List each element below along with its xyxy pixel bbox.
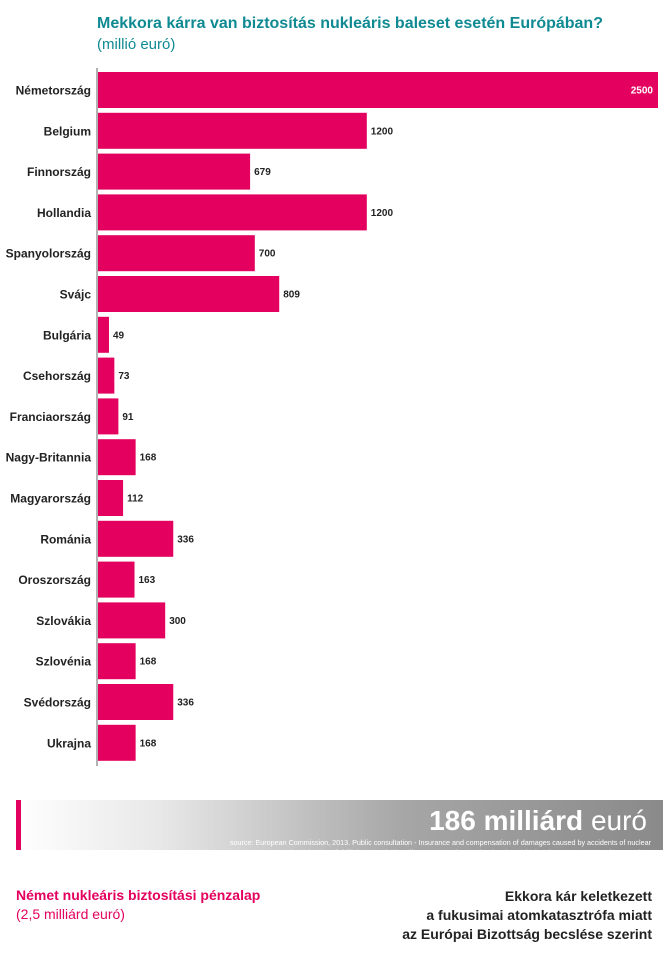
category-label: Franciaország: [10, 410, 91, 424]
value-label: 700: [259, 249, 276, 260]
chart-subtitle: (millió euró): [97, 36, 176, 53]
bar-12: [98, 561, 135, 598]
banner-unit: euró: [590, 805, 647, 836]
value-label: 168: [140, 657, 157, 668]
source-line-2: power plants (nuclear liability). Brusse…: [264, 847, 651, 857]
source-note: source: European Commission, 2013. Publi…: [91, 838, 651, 857]
category-label: Románia: [40, 532, 91, 546]
fukushima-banner: 186 milliárd euró source: European Commi…: [16, 800, 663, 857]
bar-3: [98, 194, 367, 231]
category-label: Csehország: [23, 369, 91, 383]
german-fund-label: Német nukleáris biztosítási pénzalap: [16, 887, 261, 903]
category-label: Finnország: [27, 165, 91, 179]
bar-13: [98, 602, 166, 639]
value-label: 112: [127, 494, 144, 505]
value-label: 679: [254, 167, 271, 178]
bar-chart: Németország 2500 Belgium 1200 Finnország 679 H…: [6, 68, 658, 766]
category-label: Németország: [16, 84, 91, 98]
category-label: Belgium: [44, 124, 91, 138]
bar-11: [98, 520, 174, 557]
banner-amount: 186 milliárd: [429, 805, 584, 836]
source-line-1: source: European Commission, 2013. Publi…: [229, 838, 651, 847]
bar-15: [98, 684, 174, 720]
category-label: Magyarország: [10, 492, 91, 506]
value-label: 168: [140, 738, 157, 749]
value-label: 1200: [371, 126, 394, 137]
bar-4: [98, 235, 255, 272]
value-label: 809: [283, 290, 300, 301]
value-label: 73: [118, 371, 130, 382]
value-label: 2500: [631, 86, 654, 97]
fukushima-caption-line-2: a fukusimai atomkatasztrófa miatt: [426, 907, 652, 923]
value-label: 163: [139, 575, 156, 586]
fukushima-caption-line-1: Ekkora kár keletkezett: [504, 888, 652, 904]
value-label: 300: [169, 616, 186, 627]
fukushima-caption: Ekkora kár keletkezett a fukusimai atomk…: [402, 887, 652, 944]
bar-5: [98, 276, 280, 312]
category-label: Svájc: [60, 288, 92, 302]
bar-6: [98, 316, 109, 353]
value-label: 1200: [371, 208, 394, 219]
german-fund-amount: (2,5 milliárd euró): [16, 906, 125, 922]
fukushima-damage-amount: 186 milliárd euró: [429, 805, 647, 837]
bar-0: [98, 72, 658, 108]
bar-8: [98, 398, 119, 435]
value-label: 49: [113, 330, 125, 341]
category-label: Spanyolország: [6, 247, 91, 261]
category-label: Oroszország: [18, 573, 91, 587]
category-label: Ukrajna: [47, 736, 91, 750]
bar-2: [98, 153, 251, 190]
category-label: Hollandia: [37, 206, 91, 220]
value-label: 91: [122, 412, 134, 423]
chart-title: Mekkora kárra van biztosítás nukleáris b…: [97, 15, 603, 32]
bar-1: [98, 112, 367, 149]
bar-10: [98, 480, 124, 516]
category-label: Szlovénia: [36, 655, 92, 669]
value-label: 336: [177, 698, 194, 709]
banner-accent-stripe: [16, 800, 21, 850]
category-label: Svédország: [24, 696, 91, 710]
bar-7: [98, 357, 115, 394]
value-label: 168: [140, 453, 157, 464]
bar-9: [98, 439, 136, 476]
bar-14: [98, 643, 136, 680]
fukushima-caption-line-3: az Európai Bizottság becslése szerint: [402, 926, 652, 942]
category-label: Bulgária: [43, 328, 91, 342]
value-label: 336: [177, 534, 194, 545]
bar-16: [98, 724, 136, 761]
category-label: Szlovákia: [36, 614, 91, 628]
category-label: Nagy-Britannia: [6, 451, 92, 465]
